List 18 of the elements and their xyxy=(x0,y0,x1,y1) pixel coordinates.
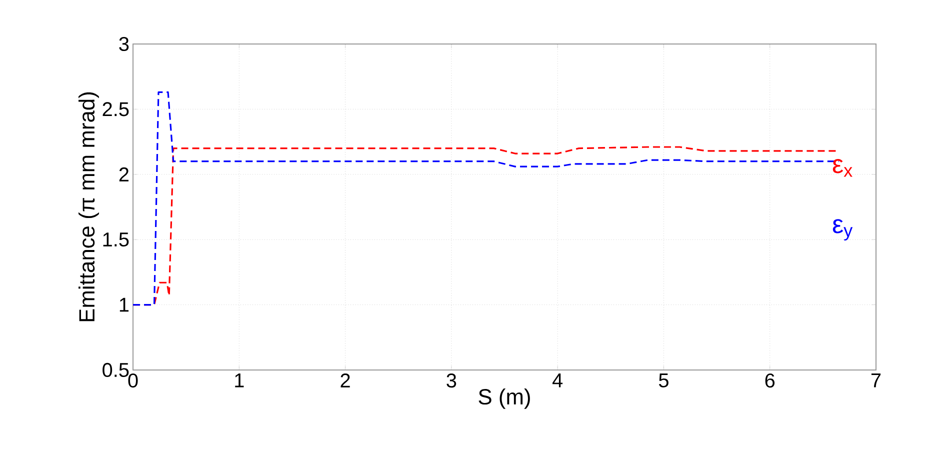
y-tick-label: 2.5 xyxy=(102,102,129,116)
x-tick-label: 4 xyxy=(552,374,563,388)
y-tick-label: 1 xyxy=(120,298,129,312)
y-tick-label: 1.5 xyxy=(103,232,129,247)
y-tick-label: 0.5 xyxy=(102,362,129,378)
x-tick-label: 5 xyxy=(658,374,668,388)
x-axis-title: S (m) xyxy=(478,388,530,409)
y-axis-title: Emittance (π mm mrad) xyxy=(78,92,99,322)
series-label: ε$_{x}$ xyxy=(832,159,852,177)
x-tick-label: 6 xyxy=(765,374,775,388)
x-tick-label: 0 xyxy=(128,374,138,388)
y-tick-label: 3 xyxy=(119,36,129,52)
x-tick-label: 1 xyxy=(235,374,244,388)
x-tick-label: 2 xyxy=(340,374,350,388)
text: ε$_{y}$ xyxy=(832,219,853,241)
y-tick-label: 2 xyxy=(119,167,128,182)
x-tick-label: 7 xyxy=(871,374,881,388)
x-tick-label: 3 xyxy=(446,374,456,388)
